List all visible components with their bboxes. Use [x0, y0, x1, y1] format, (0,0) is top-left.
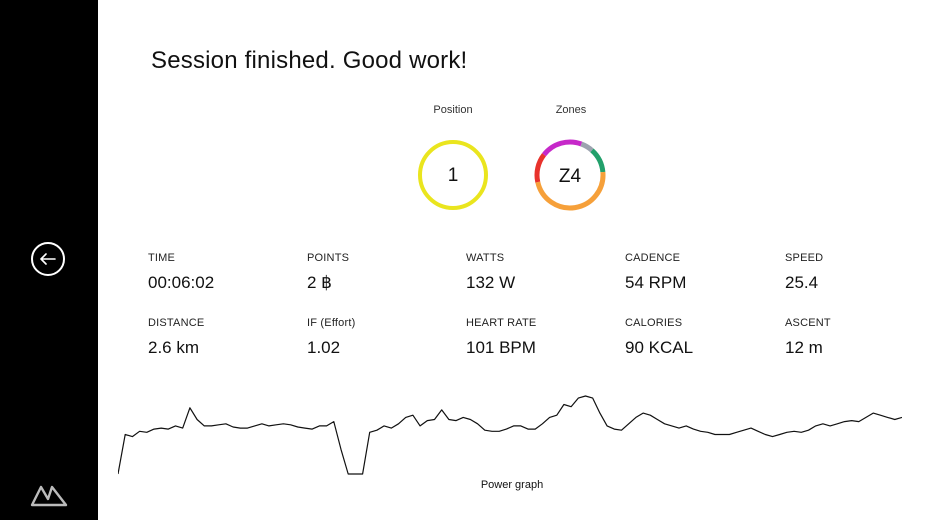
stat-cadence: CADENCE 54 RPM [625, 252, 775, 293]
zone-segment-1 [590, 148, 606, 173]
stat-heart-rate: HEART RATE 101 BPM [466, 317, 616, 358]
stat-label: HEART RATE [466, 317, 537, 329]
stat-value: 00:06:02 [148, 273, 215, 292]
stat-value: 25.4 [785, 273, 819, 292]
stat-value: 90 KCAL [625, 338, 694, 357]
stat-value: 132 W [466, 273, 516, 292]
zones-ring: Z4 [534, 139, 606, 211]
stat-label: DISTANCE [148, 317, 205, 329]
position-ring: 1 [418, 140, 488, 210]
position-label: Position [433, 104, 473, 116]
stat-label: CALORIES [625, 317, 683, 329]
zone-segment-0 [580, 141, 594, 153]
stat-value: 2.6 km [148, 338, 200, 357]
zone-segment-2 [535, 171, 606, 211]
zone-segment-4 [542, 139, 583, 157]
arrow-left-icon [40, 253, 56, 265]
stat-label: ASCENT [785, 317, 831, 329]
stat-label: IF (Effort) [307, 317, 356, 329]
stat-ascent: ASCENT 12 m [785, 317, 925, 358]
stat-label: TIME [148, 252, 176, 264]
stat-label: SPEED [785, 252, 824, 264]
stat-time: TIME 00:06:02 [148, 252, 298, 293]
zones-label: Zones [555, 104, 587, 116]
stat-value: 101 BPM [466, 338, 536, 357]
power-graph-label: Power graph [480, 479, 544, 491]
stat-value: 12 m [785, 338, 823, 357]
stat-value: 1.02 [307, 338, 341, 357]
stat-distance: DISTANCE 2.6 km [148, 317, 298, 358]
zone-segment-3 [534, 153, 547, 183]
power-graph-line [118, 395, 902, 475]
stat-label: POINTS [307, 252, 350, 264]
stat-points: POINTS 2 ฿ [307, 252, 457, 293]
stat-calories: CALORIES 90 KCAL [625, 317, 775, 358]
back-button[interactable] [31, 242, 65, 276]
stat-label: CADENCE [625, 252, 681, 264]
stat-label: WATTS [466, 252, 505, 264]
stat-speed: SPEED 25.4 [785, 252, 925, 293]
brand-logo-icon [30, 485, 68, 507]
zones-value: Z4 [559, 166, 582, 187]
stat-value: 2 ฿ [307, 273, 332, 292]
sidebar [0, 0, 98, 520]
position-value: 1 [448, 165, 459, 186]
power-graph [118, 395, 902, 475]
page-title: Session finished. Good work! [151, 47, 468, 74]
stat-effort: IF (Effort) 1.02 [307, 317, 457, 358]
stat-value: 54 RPM [625, 273, 687, 292]
stat-watts: WATTS 132 W [466, 252, 616, 293]
